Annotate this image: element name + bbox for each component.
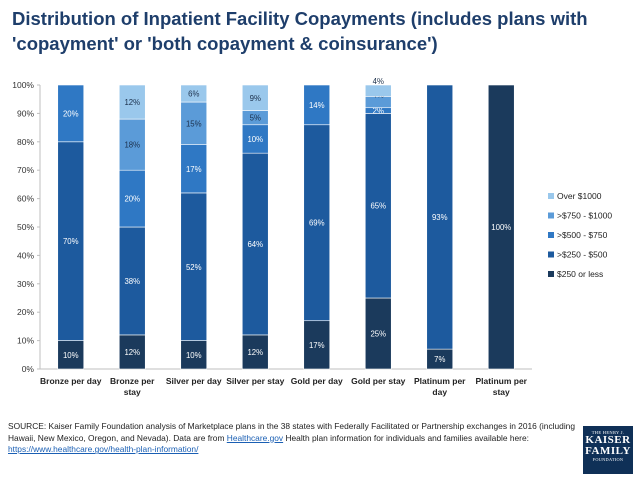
bar-segment xyxy=(426,84,454,350)
x-tick-label: Bronze per day xyxy=(40,376,102,386)
y-tick-label: 90% xyxy=(17,108,34,118)
bar-segment xyxy=(364,84,392,97)
bar-segment xyxy=(241,334,269,370)
y-tick-label: 20% xyxy=(17,307,34,317)
bar-segment xyxy=(118,334,146,370)
y-tick-label: 60% xyxy=(17,194,34,204)
x-tick-label: Gold per stay xyxy=(351,376,406,386)
logo-line-2a: KAISER xyxy=(585,434,631,446)
chart-title: Distribution of Inpatient Facility Copay… xyxy=(12,8,588,54)
x-tick-label: Silver per day xyxy=(166,376,222,386)
logo-line-2b: FAMILY xyxy=(585,445,631,457)
bar-segment xyxy=(241,84,269,111)
data-label: 70% xyxy=(63,237,79,246)
legend-label: >$250 - $500 xyxy=(557,250,608,260)
bar-segment xyxy=(118,169,146,228)
healthcare-gov-link[interactable]: Healthcare.gov xyxy=(226,432,284,443)
data-label: 65% xyxy=(370,202,386,211)
data-label: 9% xyxy=(250,94,261,103)
bar-segment xyxy=(241,124,269,154)
x-tick-label: Platinum per day xyxy=(414,376,466,397)
bar-segment xyxy=(180,101,208,145)
x-tick-label: Bronze per stay xyxy=(110,376,155,397)
data-label: 17% xyxy=(309,341,325,350)
legend-swatch xyxy=(548,193,554,199)
data-label: 17% xyxy=(186,165,202,174)
data-label: 6% xyxy=(188,90,199,99)
data-label: 10% xyxy=(63,351,79,360)
x-tick-label: Platinum per stay xyxy=(476,376,528,397)
bar-segment xyxy=(364,113,392,299)
y-tick-label: 40% xyxy=(17,250,34,260)
source-text-2: Health plan information for individuals … xyxy=(283,432,529,443)
bar-segment xyxy=(57,84,85,143)
data-label: 25% xyxy=(370,330,386,339)
data-label: 20% xyxy=(63,109,79,118)
data-label: 15% xyxy=(186,119,202,128)
legend-label: >$750 - $1000 xyxy=(557,211,612,221)
data-label: 10% xyxy=(186,351,202,360)
x-tick-label: Silver per stay xyxy=(226,376,284,386)
data-label: 52% xyxy=(186,263,202,272)
data-label: 38% xyxy=(124,277,140,286)
health-plan-info-link[interactable]: https://www.healthcare.gov/health-plan-i… xyxy=(8,444,199,455)
bar-segment xyxy=(241,152,269,336)
y-tick-label: 100% xyxy=(12,80,34,90)
y-tick-label: 80% xyxy=(17,137,34,147)
bar-segment xyxy=(180,192,208,341)
data-label: 69% xyxy=(309,219,325,228)
data-label: 4% xyxy=(373,77,384,86)
bar-segment xyxy=(118,84,146,120)
bar-segment xyxy=(303,320,331,370)
source-text-1: SOURCE: Kaiser Family Foundation analysi… xyxy=(8,421,575,443)
data-label: 20% xyxy=(124,195,140,204)
y-tick-label: 70% xyxy=(17,165,34,175)
data-label: 18% xyxy=(124,141,140,150)
bar-segment xyxy=(364,297,392,370)
bar-segment xyxy=(180,144,208,194)
logo-line-3: FOUNDATION xyxy=(592,457,624,462)
bar-segment xyxy=(303,84,331,126)
data-label: 93% xyxy=(432,213,448,222)
legend-swatch xyxy=(548,251,554,258)
y-tick-label: 30% xyxy=(17,279,34,289)
legend-label: $250 or less xyxy=(557,269,603,279)
legend-swatch xyxy=(548,232,554,238)
kff-logo: THE HENRY J. KAISER FAMILY FOUNDATION xyxy=(583,426,633,474)
bar-segment xyxy=(118,118,146,171)
y-tick-label: 50% xyxy=(17,222,34,232)
bar-segment xyxy=(118,226,146,336)
y-tick-label: 10% xyxy=(17,336,34,346)
legend-swatch xyxy=(548,212,554,219)
data-label: 100% xyxy=(491,223,511,232)
data-label: 12% xyxy=(124,98,140,107)
data-label: 12% xyxy=(247,348,263,357)
data-label: 5% xyxy=(250,114,261,123)
data-label: 7% xyxy=(434,355,445,364)
x-tick-label: Gold per day xyxy=(291,376,343,386)
bar-segment xyxy=(180,84,208,103)
bar-segment xyxy=(303,124,331,322)
data-label: 14% xyxy=(309,101,325,110)
data-label: 2% xyxy=(373,107,384,116)
data-label: 12% xyxy=(124,348,140,357)
source-note: SOURCE: Kaiser Family Foundation analysi… xyxy=(8,421,588,456)
data-label: 64% xyxy=(247,240,263,249)
y-tick-label: 0% xyxy=(22,364,35,374)
legend-swatch xyxy=(548,271,554,277)
logo-line-1: THE HENRY J. xyxy=(591,430,625,435)
legend-label: Over $1000 xyxy=(557,191,602,201)
data-label: 10% xyxy=(247,135,263,144)
bar-segment xyxy=(180,340,208,370)
bar-segment xyxy=(487,84,515,370)
legend-label: >$500 - $750 xyxy=(557,230,608,240)
